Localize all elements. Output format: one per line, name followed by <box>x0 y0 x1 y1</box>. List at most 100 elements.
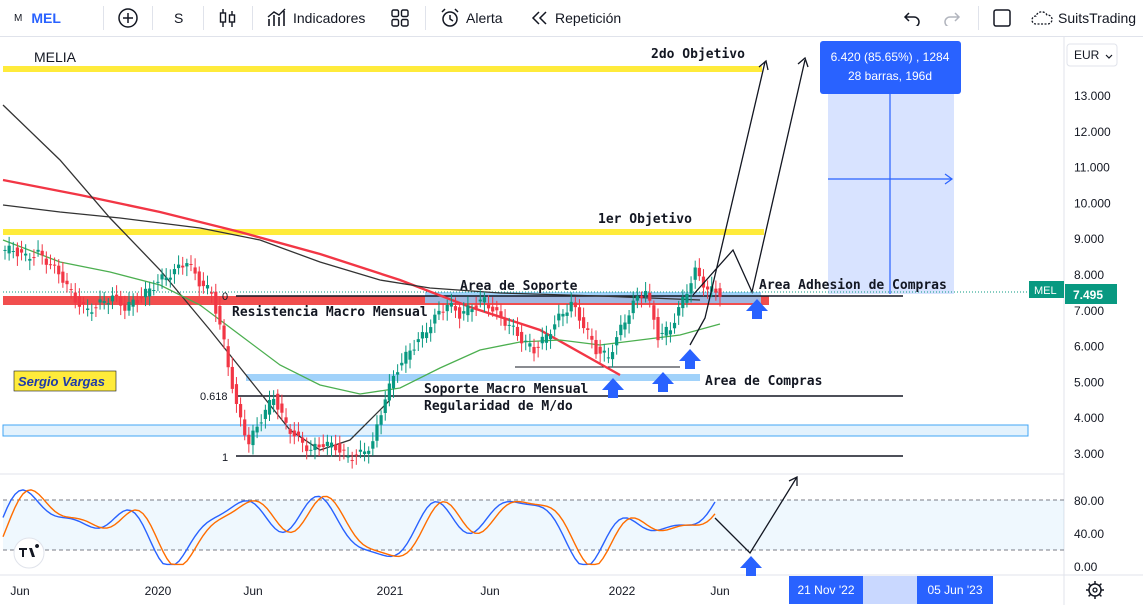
candle-body <box>98 299 102 303</box>
candle-body <box>573 302 577 308</box>
target2-line[interactable] <box>3 66 762 72</box>
chart-canvas[interactable]: 2do Objetivo 1er Objetivo Area de Soport… <box>0 37 1143 605</box>
candle-body <box>114 294 119 297</box>
alarm-clock-icon <box>441 8 459 27</box>
buy-area-zone[interactable] <box>246 374 700 381</box>
compare-button[interactable] <box>117 0 139 36</box>
candle-body <box>247 434 251 445</box>
target1-line[interactable] <box>3 229 764 235</box>
candle-body <box>127 301 131 311</box>
candle-body <box>371 441 375 449</box>
projection-path-2 <box>692 59 806 296</box>
candle-body <box>462 311 466 314</box>
currency-button[interactable] <box>1066 43 1118 67</box>
undo-button[interactable] <box>903 0 921 36</box>
candle-body <box>528 343 532 347</box>
candle-body <box>94 307 98 309</box>
candle-body <box>693 267 697 280</box>
candle-body <box>445 304 449 312</box>
candle-body <box>495 307 499 311</box>
candle-body <box>561 313 565 317</box>
candle-body <box>32 257 36 259</box>
candle-body <box>453 306 458 311</box>
candlestick-series <box>3 236 722 469</box>
support-area-zone[interactable] <box>425 292 761 303</box>
candle-body <box>520 331 524 344</box>
layout-grid-icon <box>391 9 409 27</box>
logo-badge[interactable] <box>13 537 45 569</box>
candle-body <box>631 300 635 314</box>
price-axis-label: 3.000 <box>1074 447 1104 461</box>
candle-body <box>590 335 594 340</box>
support-band-zone[interactable] <box>2 424 1029 437</box>
candle-body <box>648 292 652 301</box>
chevron-down-icon <box>1105 54 1113 59</box>
fullscreen-button[interactable] <box>992 0 1012 36</box>
chart-background <box>0 37 1143 605</box>
candle-body <box>404 351 408 364</box>
macro-resistance-zone[interactable] <box>3 296 769 305</box>
toolbar-divider <box>978 6 979 30</box>
templates-button[interactable] <box>390 0 410 36</box>
time-axis-label: Jun <box>10 584 29 598</box>
save-layout-button[interactable]: SuitsTrading <box>1030 0 1136 36</box>
chart-area[interactable]: 2do Objetivo 1er Objetivo Area de Soport… <box>0 37 1143 605</box>
measure-line2: 28 barras, 196d <box>848 69 932 83</box>
osc-axis-40: 40.00 <box>1074 527 1104 541</box>
candle-body <box>424 332 429 339</box>
candle-body <box>218 306 222 325</box>
candle-body <box>255 426 259 433</box>
currency-label: EUR <box>1074 48 1100 62</box>
indicators-button[interactable]: Indicadores <box>266 0 365 36</box>
time-marker-start[interactable] <box>789 576 863 604</box>
candle-body <box>185 263 189 267</box>
tradingview-logo-icon <box>19 544 40 557</box>
candle-body <box>557 313 561 321</box>
candle-body <box>24 253 28 256</box>
symbol-search[interactable]: M MEL <box>14 0 61 36</box>
time-axis[interactable]: Jun 2020 Jun 2021 Jun 2022 Jun <box>10 584 729 598</box>
candle-body <box>416 339 420 343</box>
time-axis-label: 2020 <box>145 584 172 598</box>
candle-body <box>391 375 396 389</box>
redo-icon <box>944 12 961 26</box>
dark-moving-average <box>2 204 701 301</box>
candle-body <box>586 328 590 331</box>
price-axis-label: 8.000 <box>1074 268 1104 282</box>
last-price-tag <box>1065 284 1117 304</box>
candle-body <box>577 307 582 321</box>
candle-body <box>420 332 425 339</box>
time-marker-end[interactable] <box>917 576 993 604</box>
top-toolbar: M MEL S Indicadores Alerta Repetición Su… <box>0 0 1143 37</box>
candle-body <box>346 456 350 458</box>
chart-type-button[interactable] <box>218 0 238 36</box>
redo-button[interactable] <box>943 0 961 36</box>
candle-body <box>86 308 90 310</box>
alert-button[interactable]: Alerta <box>439 0 503 36</box>
target2-label: 2do Objetivo <box>651 47 745 62</box>
candle-body <box>486 303 491 309</box>
candle-body <box>15 247 19 257</box>
candle-body <box>110 295 115 302</box>
candle-body <box>689 283 693 294</box>
candle-body <box>491 306 495 312</box>
candle-body <box>214 291 218 314</box>
price-axis[interactable]: 13.000 12.000 11.000 10.000 9.000 8.000 7.000 6… <box>1074 89 1111 461</box>
candle-body <box>139 296 143 299</box>
author-tag: Sergio Vargas <box>18 374 105 389</box>
settings-gear-icon[interactable] <box>1086 581 1104 599</box>
candle-body <box>544 334 549 343</box>
replay-button[interactable]: Repetición <box>530 0 621 36</box>
symbol-price-tag <box>1029 281 1064 298</box>
candle-body <box>288 428 292 434</box>
toolbar-divider <box>152 6 153 30</box>
rewind-icon <box>531 11 547 25</box>
up-arrow-icon <box>652 372 674 392</box>
buy-area-label: Area de Compras <box>705 374 822 389</box>
support-area-label: Area de Soporte <box>460 279 578 294</box>
candle-body <box>553 324 557 330</box>
candle-body <box>65 280 69 285</box>
interval-button[interactable]: S <box>174 0 183 36</box>
projection-path-1 <box>689 61 766 346</box>
candle-body <box>3 249 7 251</box>
